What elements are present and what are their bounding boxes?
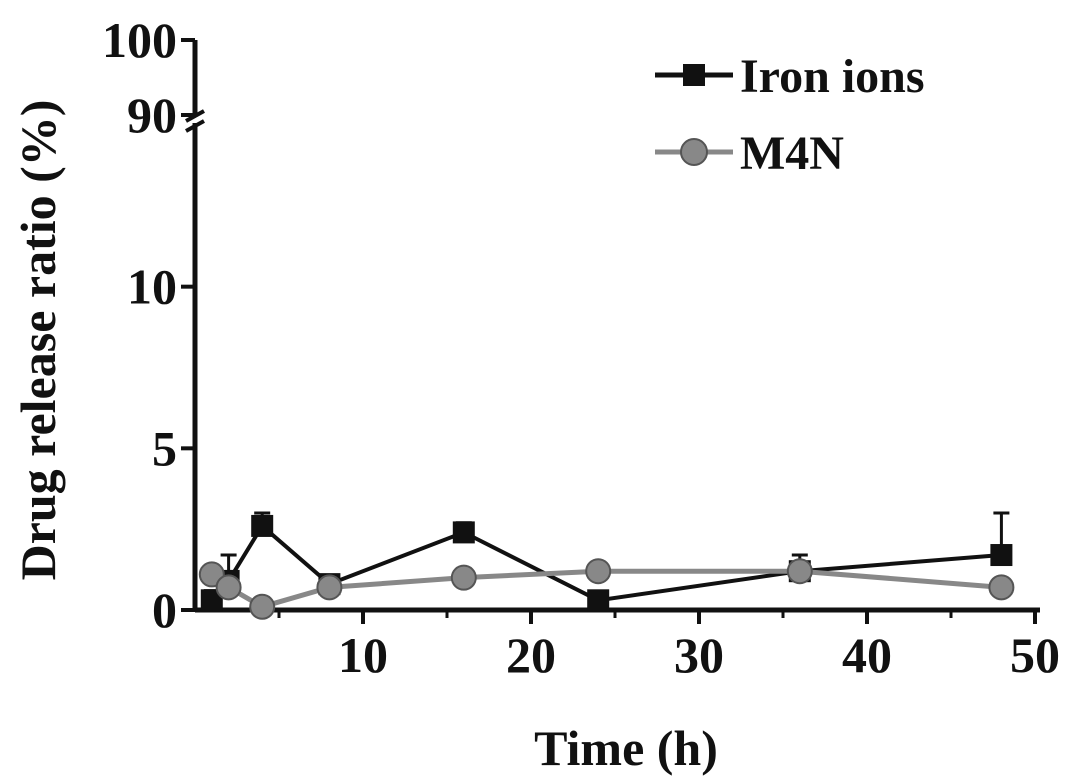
data-point-iron-ions — [200, 589, 223, 612]
data-point-m4n — [988, 574, 1015, 601]
data-point-iron-ions — [452, 521, 475, 544]
x-tick-label: 40 — [842, 627, 892, 683]
y-tick-label: 100 — [102, 12, 177, 68]
data-point-iron-ions — [990, 544, 1013, 567]
data-point-m4n — [316, 574, 343, 601]
data-point-m4n — [249, 593, 276, 620]
y-tick-label: 10 — [127, 259, 177, 315]
data-point-m4n — [786, 558, 813, 585]
legend-entry-iron-ions: Iron ions — [655, 50, 925, 103]
y-tick-label: 90 — [127, 87, 177, 143]
series-layer — [198, 511, 1015, 620]
y-tick-label: 0 — [152, 582, 177, 638]
legend: Iron ions M4N — [655, 50, 925, 180]
series-m4n — [198, 558, 1015, 620]
x-axis-title: Time (h) — [534, 720, 718, 776]
data-point-iron-ions — [587, 589, 610, 612]
x-tick-label: 30 — [674, 627, 724, 683]
x-tick-label: 50 — [1010, 627, 1060, 683]
data-point-m4n — [450, 564, 477, 591]
legend-marker-iron-ions — [683, 64, 705, 86]
ticks: 10 20 30 40 50 0 5 10 90 100 — [102, 12, 1060, 683]
data-point-m4n — [585, 558, 612, 585]
x-tick-label: 20 — [506, 627, 556, 683]
data-point-m4n — [215, 574, 242, 601]
x-tick-label: 10 — [338, 627, 388, 683]
legend-entry-m4n: M4N — [655, 127, 844, 180]
axes — [185, 40, 1040, 613]
legend-marker-m4n — [680, 138, 708, 166]
y-tick-label: 5 — [152, 420, 177, 476]
axis-break-mark-2 — [185, 119, 205, 133]
y-axis-title: Drug release ratio (%) — [10, 100, 66, 581]
legend-label-m4n: M4N — [740, 127, 844, 180]
legend-label-iron-ions: Iron ions — [740, 50, 925, 103]
data-point-iron-ions — [251, 514, 274, 537]
